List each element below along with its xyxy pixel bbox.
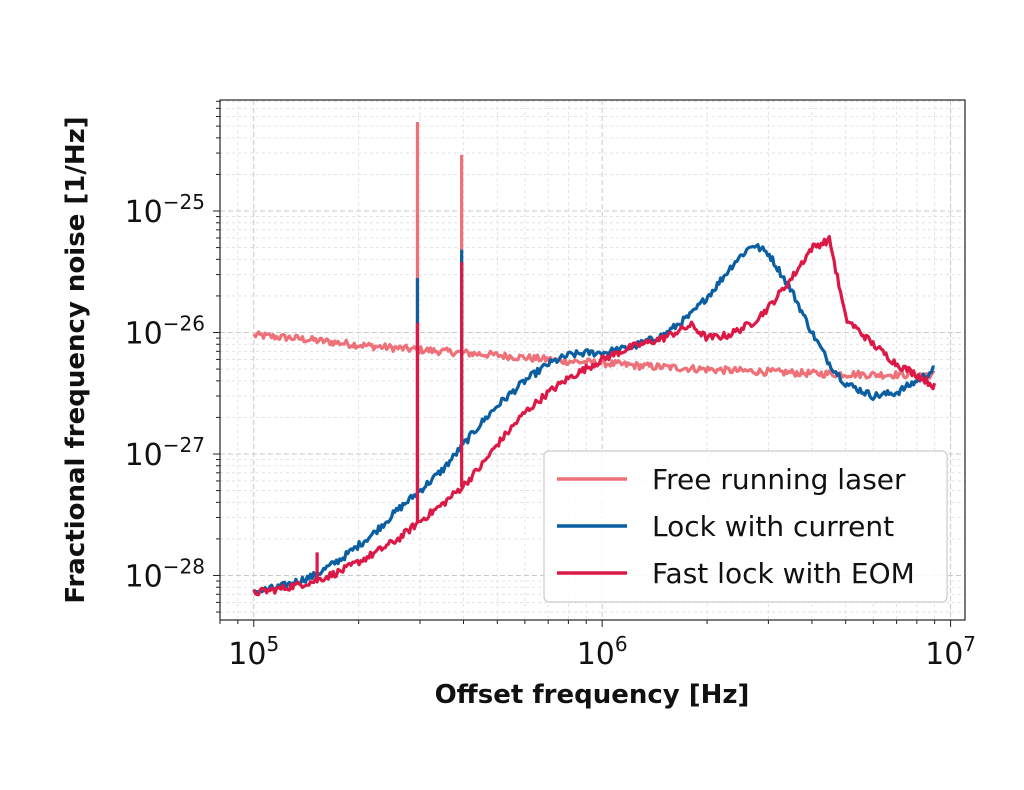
- y-tick-label: 10−26: [125, 312, 205, 352]
- x-tick-label: 106: [577, 632, 628, 672]
- series-line-free-running-laser: [252, 330, 936, 380]
- y-tick-label: 10−25: [125, 190, 205, 230]
- y-axis-title: Fractional frequency noise [1/Hz]: [61, 116, 91, 603]
- legend-label-lock-with-current: Lock with current: [652, 510, 894, 543]
- plot-frame: [219, 99, 966, 621]
- legend-label-free-running-laser: Free running laser: [652, 463, 906, 496]
- legend: Free running laser Lock with current Fast …: [543, 450, 948, 603]
- x-axis-title: Offset frequency [Hz]: [435, 680, 750, 710]
- legend-box: [543, 450, 948, 603]
- legend-label-fast-lock-with-eom: Fast lock with EOM: [652, 557, 915, 590]
- y-tick-label: 10−28: [125, 554, 205, 594]
- axis-ticks: 105 106 107 10−28 10−27 10−26 10−25: [125, 100, 976, 672]
- series-lines: [252, 122, 937, 597]
- series-line-fast-lock-with-eom: [252, 234, 937, 597]
- series-line-lock-with-current: [252, 243, 935, 596]
- y-tick-label: 10−27: [125, 433, 205, 473]
- x-tick-label: 105: [228, 632, 279, 672]
- x-tick-label: 107: [925, 632, 976, 672]
